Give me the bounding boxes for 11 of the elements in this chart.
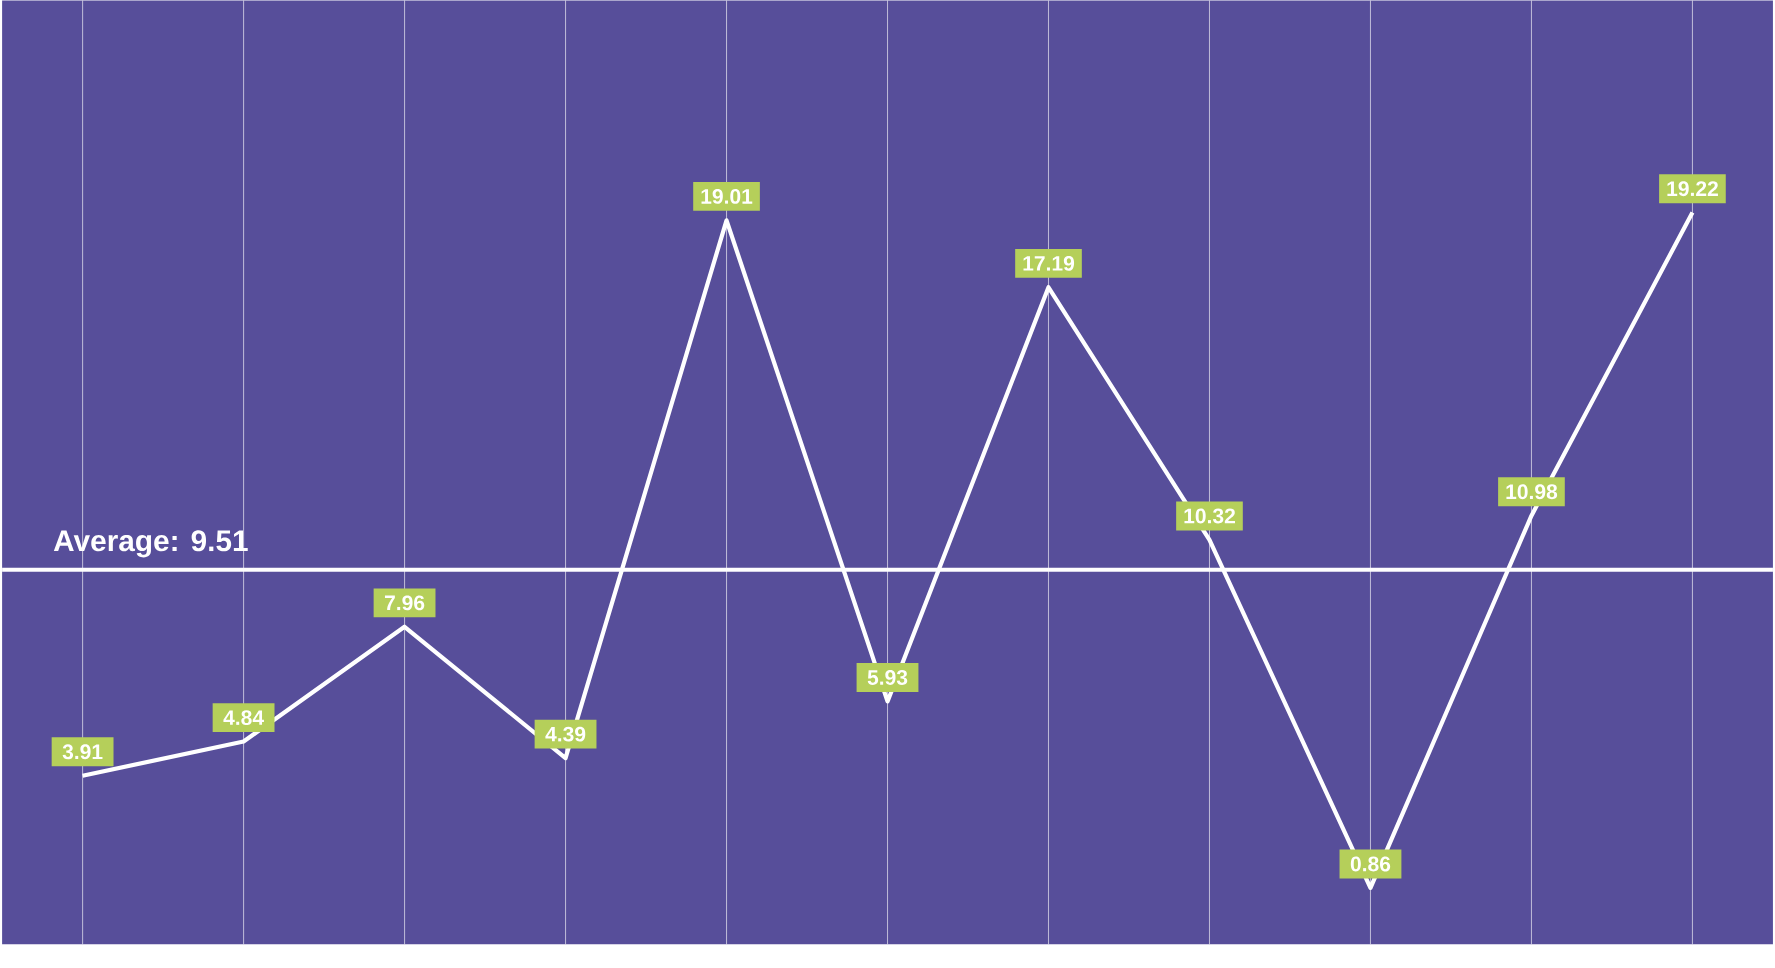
data-label: 10.32: [1184, 508, 1235, 524]
data-label: 3.91: [62, 744, 103, 760]
data-label: 4.39: [545, 726, 586, 742]
data-label: 19.22: [1667, 181, 1718, 196]
data-label: 10.98: [1506, 484, 1558, 500]
data-label: 4.84: [223, 709, 264, 725]
data-label: 5.93: [867, 669, 908, 685]
data-label: 19.01: [701, 188, 753, 204]
data-label: 0.86: [1350, 856, 1391, 872]
data-label: 7.96: [384, 595, 425, 611]
data-label: 17.19: [1023, 255, 1075, 271]
